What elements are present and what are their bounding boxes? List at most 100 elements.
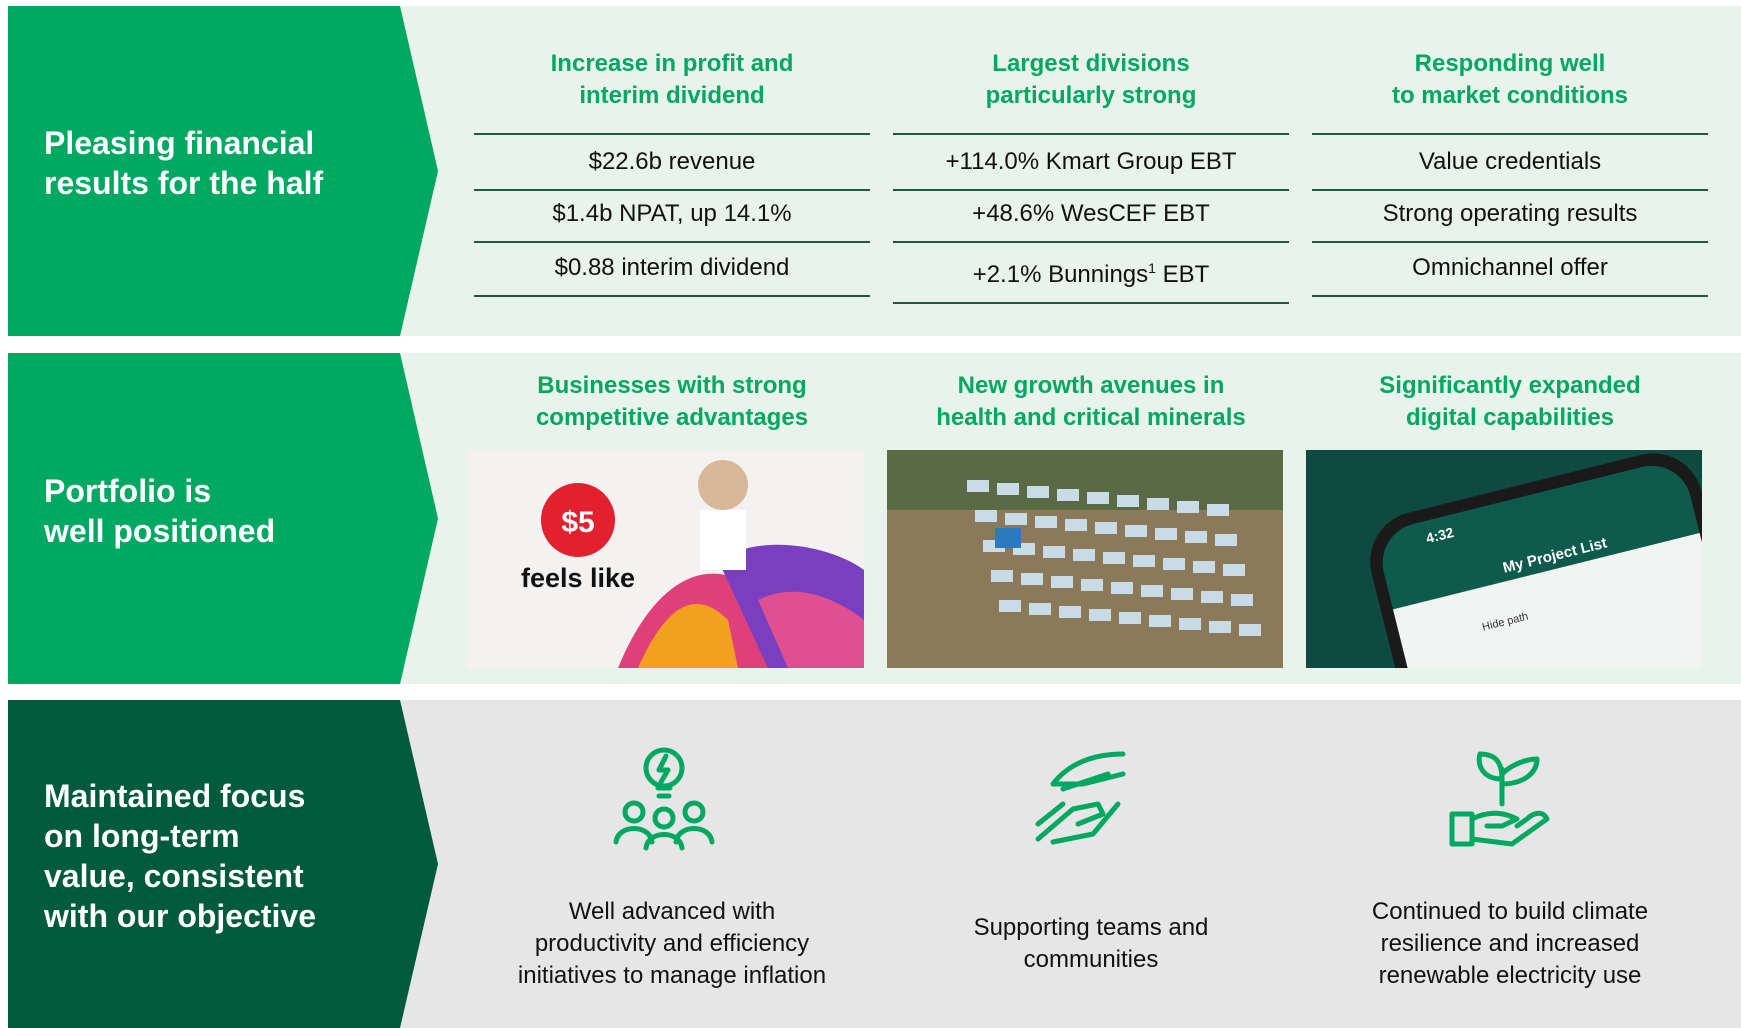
shape (1057, 489, 1079, 501)
icon-stroke (643, 832, 685, 851)
shape (1207, 504, 1229, 516)
text-line: Well advanced with (568, 898, 776, 925)
text-line: interim dividend (579, 82, 765, 109)
shape (991, 570, 1013, 582)
shape (1043, 546, 1065, 558)
shape (1073, 549, 1095, 561)
shape (1051, 576, 1073, 588)
shape (1021, 573, 1043, 585)
metric-item: +2.1% Bunnings1 EBT (893, 241, 1289, 304)
shape (1209, 621, 1231, 633)
shape (1103, 552, 1125, 564)
metric-text: Value credentials (1418, 148, 1602, 175)
metric-text: EBT (1155, 261, 1210, 288)
icon (613, 747, 715, 851)
text-line: Maintained focus (44, 778, 306, 814)
shape (1111, 582, 1133, 594)
text-line: with our objective (44, 898, 317, 934)
text-line: renewable electricity use (1378, 962, 1642, 989)
text-line: competitive advantages (535, 404, 809, 431)
shape (975, 510, 997, 522)
metric-text: $22.6b revenue (588, 148, 756, 175)
icon (1035, 751, 1126, 845)
footnote-ref: 1 (1148, 260, 1156, 276)
text-line: Increase in profit and (550, 50, 794, 77)
shape (887, 450, 1283, 510)
section-label: Maintained focus on long-term value, consi… (44, 776, 316, 936)
photo-text: feels like (521, 563, 635, 593)
shape (1065, 519, 1087, 531)
metric-item: +48.6% WesCEF EBT (893, 187, 1289, 243)
photo-text: $5 (561, 506, 594, 539)
metric-text: +48.6% WesCEF EBT (972, 200, 1210, 227)
icon-stroke (1035, 801, 1121, 845)
metric-item: Strong operating results (1312, 187, 1708, 243)
metric-text: +114.0% Kmart Group EBT (945, 148, 1237, 175)
icon-stroke (682, 800, 706, 824)
text-line: results for the half (44, 165, 324, 201)
metric-text: $1.4b NPAT, up 14.1% (552, 200, 792, 227)
text-line: value, consistent (44, 858, 304, 894)
text-line: Largest divisions (992, 50, 1190, 77)
photo: 4:32 My Project List Hide path (1306, 450, 1702, 668)
shape (999, 600, 1021, 612)
column-heading: Responding well to market conditions (1312, 48, 1708, 112)
icon-stroke (652, 806, 676, 830)
metric-item: +114.0% Kmart Group EBT (893, 133, 1289, 191)
shape (638, 603, 738, 668)
section-label: Portfolio is well positioned (44, 471, 275, 551)
shape (995, 528, 1021, 548)
shape (1231, 594, 1253, 606)
text-line: Responding well (1414, 50, 1606, 77)
shape (967, 480, 989, 492)
section-label: Pleasing financial results for the half (44, 123, 323, 203)
photo-text: 4:32 (1424, 524, 1455, 546)
shape (1029, 603, 1051, 615)
text-line: resilience and increased (1380, 930, 1640, 957)
text-line: Supporting teams and (973, 914, 1209, 941)
shape (698, 460, 748, 510)
text-line: particularly strong (985, 82, 1197, 109)
text-line: on long-term (44, 818, 240, 854)
text-line: Significantly expanded (1379, 372, 1641, 399)
metric-text: Omnichannel offer (1412, 254, 1608, 281)
column-heading: Largest divisions particularly strong (893, 48, 1289, 112)
shape (1193, 561, 1215, 573)
shape (1081, 579, 1103, 591)
shape (1239, 624, 1261, 636)
text-line: Pleasing financial (44, 125, 315, 161)
shape (1059, 606, 1081, 618)
photo: $5 feels like (468, 450, 864, 668)
shape (700, 510, 746, 570)
photo-art: $5 feels like (468, 450, 864, 668)
shape (1035, 516, 1057, 528)
metric-item: $0.88 interim dividend (474, 241, 870, 297)
shape (1393, 532, 1702, 668)
metric-text: Strong operating results (1382, 200, 1638, 227)
photo-art (887, 450, 1283, 668)
chevron (8, 700, 438, 1028)
section-row: Pleasing financial results for the half In… (8, 6, 1741, 336)
icon-stroke (622, 800, 646, 824)
shape (1201, 591, 1223, 603)
metric-text: $0.88 interim dividend (554, 254, 790, 281)
shape (758, 591, 864, 668)
section-row: Maintained focus on long-term value, consi… (8, 700, 1741, 1028)
shape (541, 483, 615, 557)
metric-item: Value credentials (1312, 133, 1708, 191)
icon-stroke (673, 826, 715, 845)
icon-stroke (1476, 751, 1540, 807)
shape (1117, 495, 1139, 507)
text-line: health and critical minerals (936, 404, 1246, 431)
shape (1185, 531, 1207, 543)
text-line: Continued to build climate (1371, 898, 1649, 925)
text-line: productivity and efficiency (534, 930, 810, 957)
text-line: well positioned (44, 512, 276, 549)
icon-stroke (655, 753, 673, 799)
shape (1089, 609, 1111, 621)
initiative-text: Continued to build climate resilience and… (1304, 896, 1716, 992)
shape (1095, 522, 1117, 534)
shape (1163, 558, 1185, 570)
